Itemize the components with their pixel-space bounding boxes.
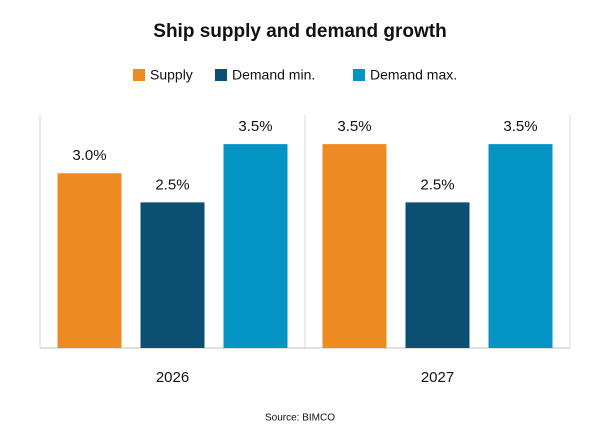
bar — [322, 144, 387, 348]
x-tick-label: 2027 — [421, 369, 454, 386]
legend-label: Demand min. — [232, 67, 315, 83]
bar — [223, 144, 288, 348]
bar — [488, 144, 553, 348]
value-label: 2.5% — [155, 176, 189, 193]
bar — [140, 202, 205, 348]
legend-swatch — [133, 69, 145, 81]
value-label: 3.5% — [337, 118, 371, 135]
value-label: 2.5% — [420, 176, 454, 193]
legend-label: Supply — [150, 67, 193, 83]
value-label: 3.0% — [72, 147, 106, 164]
legend-swatch — [353, 69, 365, 81]
value-label: 3.5% — [503, 118, 537, 135]
bar — [405, 202, 470, 348]
source: Source: BIMCO — [265, 413, 335, 424]
legend-label: Demand max. — [370, 67, 457, 83]
legend-swatch — [215, 69, 227, 81]
chart-title: Ship supply and demand growth — [153, 21, 446, 42]
bar — [57, 173, 122, 348]
value-label: 3.5% — [238, 118, 272, 135]
x-tick-label: 2026 — [156, 369, 189, 386]
